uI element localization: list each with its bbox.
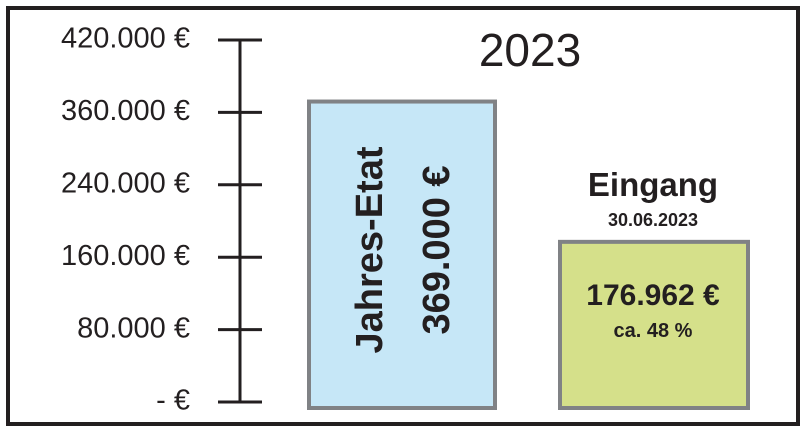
y-tick-label: 80.000 € (77, 312, 190, 344)
y-tick-label: 240.000 € (61, 167, 190, 199)
y-tick-label: 360.000 € (61, 95, 190, 127)
bar-jahres-etat (307, 99, 497, 410)
bar-eingang-date: 30.06.2023 (608, 210, 698, 230)
bar-eingang (558, 239, 750, 410)
bar-eingang-percent: ca. 48 % (614, 320, 693, 342)
bar-jahres-etat-label: Jahres-Etat (349, 146, 391, 353)
y-tick-label: 420.000 € (61, 23, 190, 55)
bar-jahres-etat-value: 369.000 € (416, 165, 458, 334)
bar-eingang-value: 176.962 € (586, 279, 720, 312)
y-tick-label: 160.000 € (61, 240, 190, 272)
y-tick-label: - € (156, 385, 190, 417)
chart-title: 2023 (479, 24, 581, 76)
bar-eingang-label: Eingang (588, 166, 718, 203)
